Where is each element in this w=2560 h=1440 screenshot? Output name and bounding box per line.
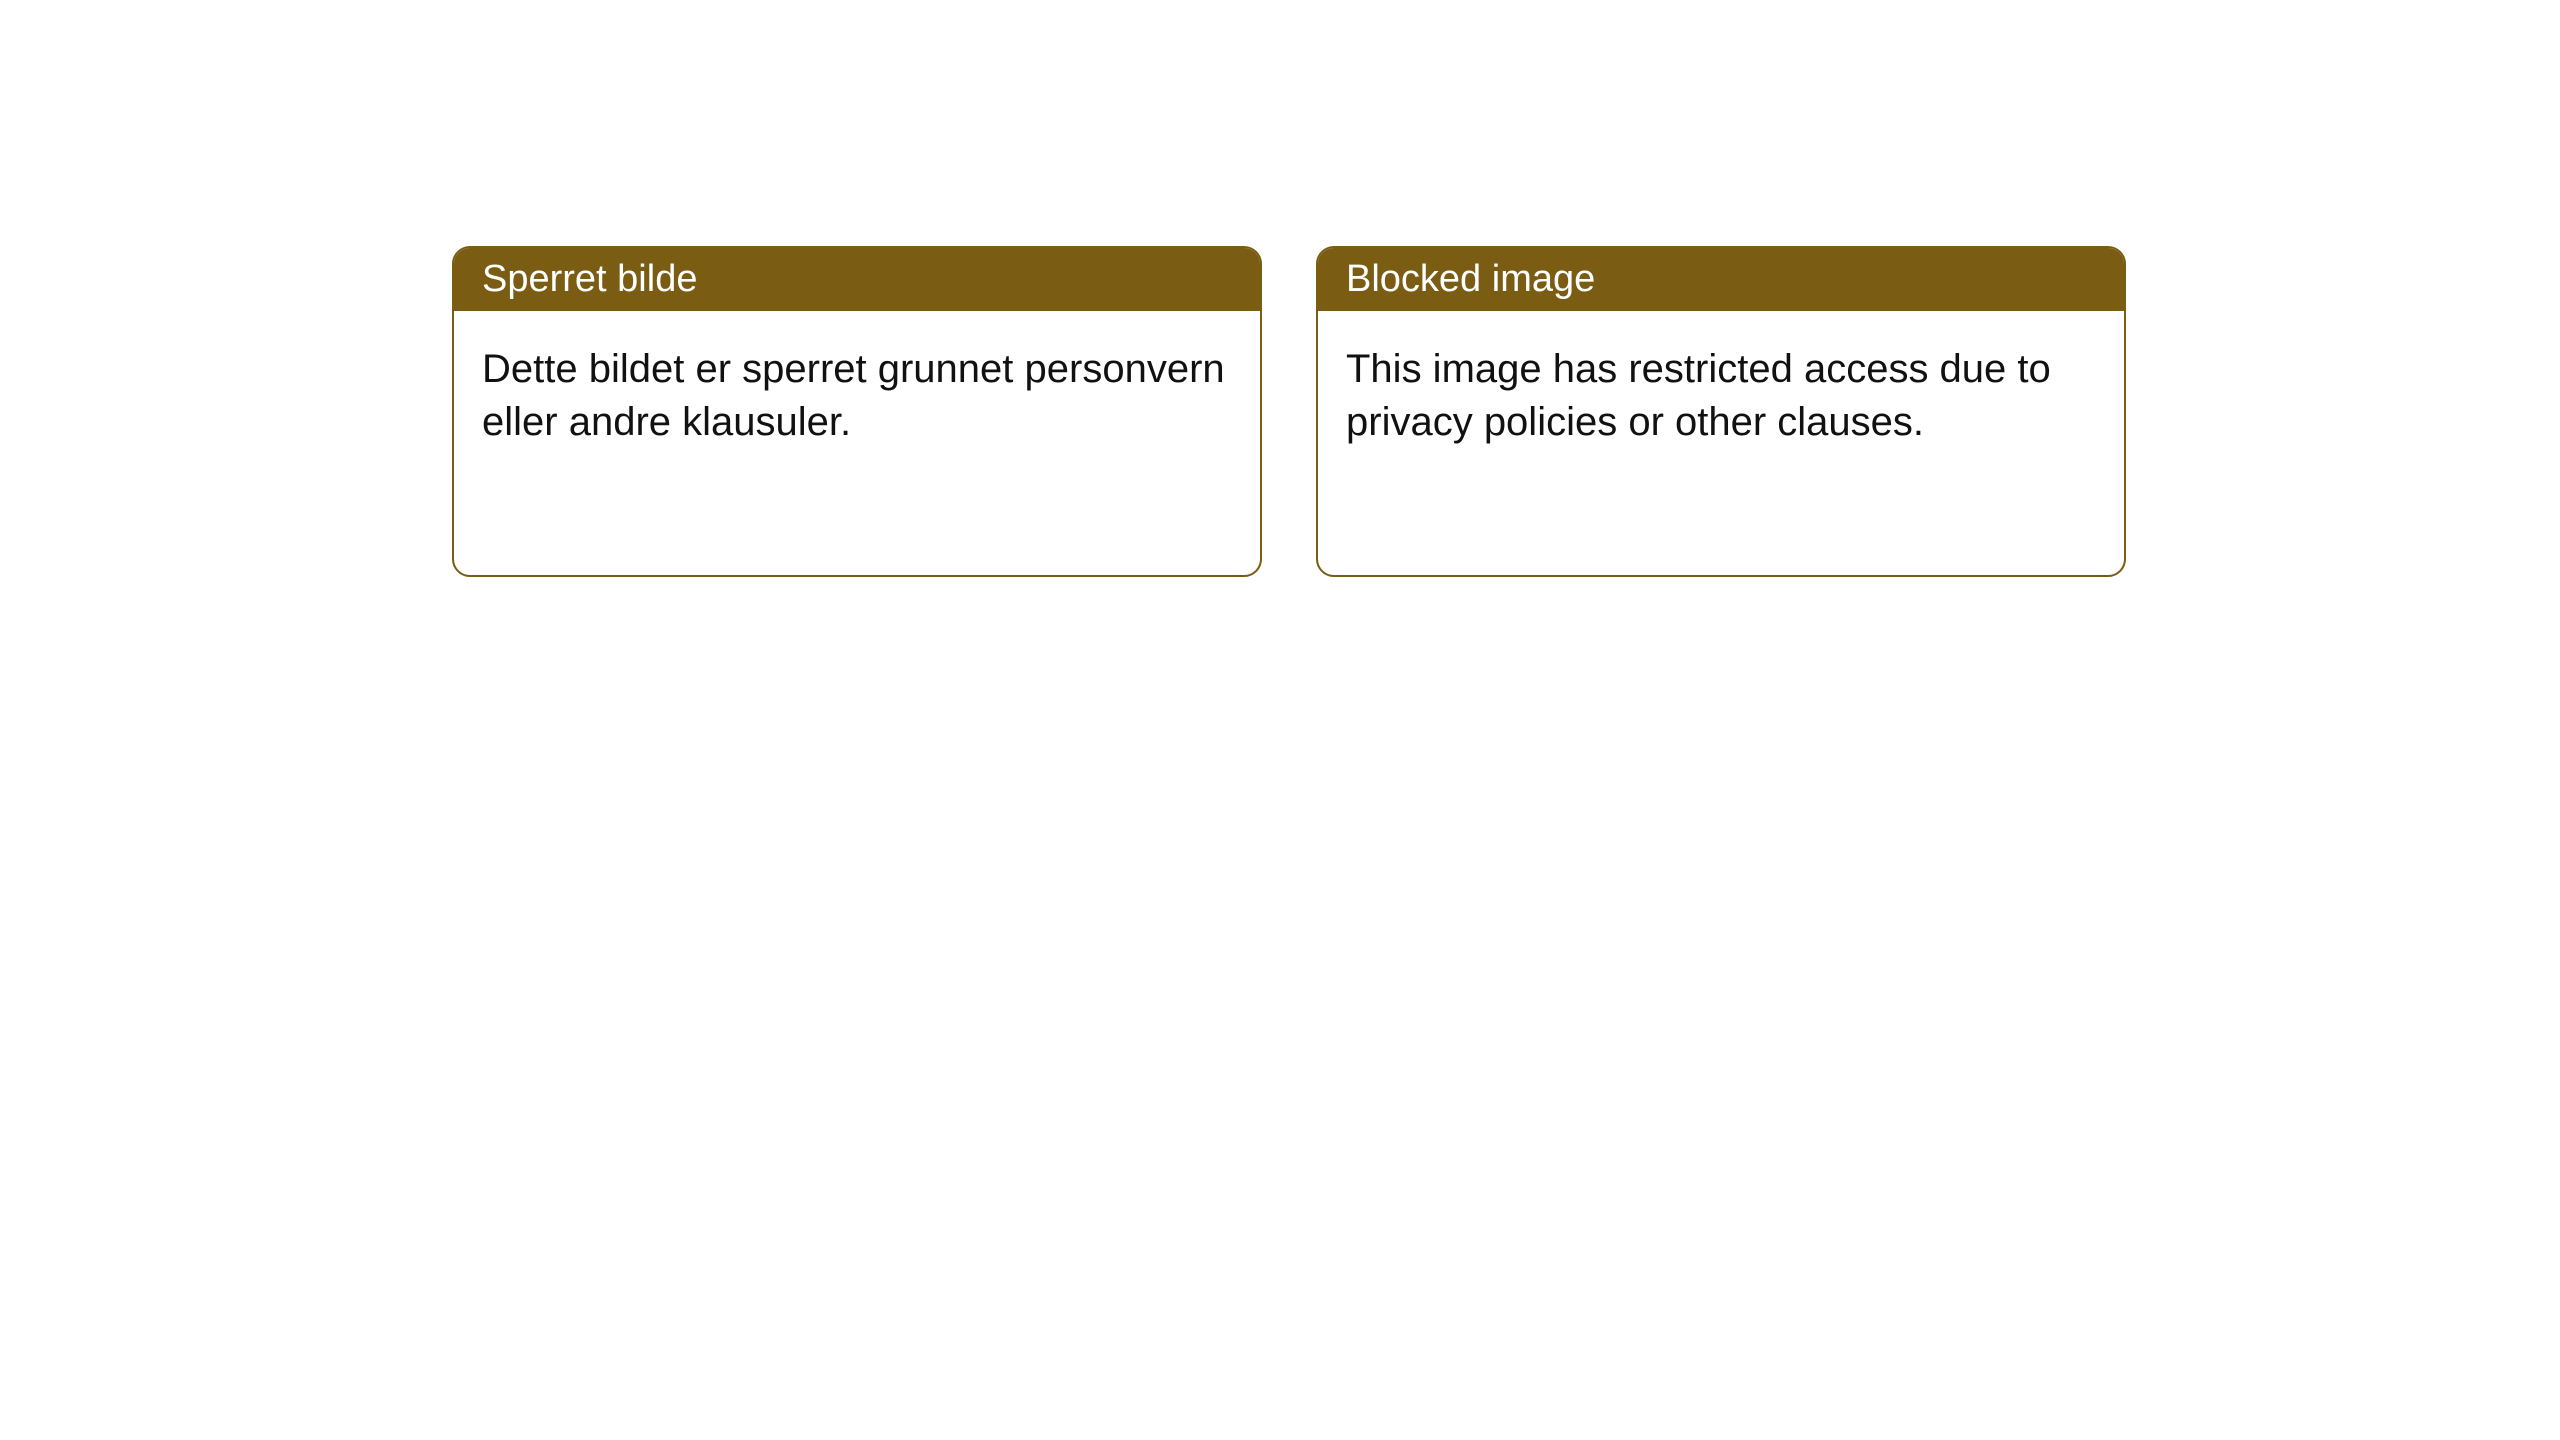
card-title: Blocked image [1346,258,1595,300]
card-title: Sperret bilde [482,258,697,300]
notice-card-norwegian: Sperret bilde Dette bildet er sperret gr… [452,246,1262,577]
notice-card-english: Blocked image This image has restricted … [1316,246,2126,577]
card-body: This image has restricted access due to … [1318,311,2124,575]
card-body-text: This image has restricted access due to … [1346,347,2051,444]
notice-card-container: Sperret bilde Dette bildet er sperret gr… [452,246,2126,577]
card-body-text: Dette bildet er sperret grunnet personve… [482,347,1225,444]
card-header: Blocked image [1318,248,2124,311]
card-body: Dette bildet er sperret grunnet personve… [454,311,1260,575]
card-header: Sperret bilde [454,248,1260,311]
